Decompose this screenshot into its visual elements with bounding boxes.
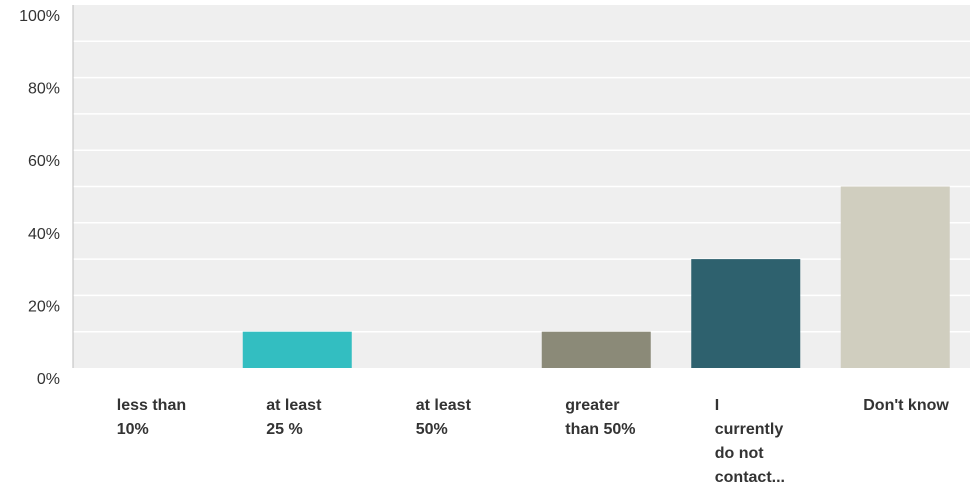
bar xyxy=(541,331,651,368)
y-tick-label: 80% xyxy=(28,81,60,98)
x-category-label: Don't know xyxy=(863,397,949,414)
bar xyxy=(242,331,352,368)
x-axis-labels: less than 10% at least 25 % at least 50% great… xyxy=(117,397,950,486)
grid-lines xyxy=(73,40,970,333)
bar xyxy=(691,259,801,368)
y-tick-label: 20% xyxy=(28,298,60,315)
y-axis-ticks: 0% 20% 40% 60% 80% 100% xyxy=(19,8,60,388)
y-tick-label: 100% xyxy=(19,8,60,25)
y-tick-label: 60% xyxy=(28,153,60,170)
y-tick-label: 40% xyxy=(28,226,60,243)
x-category-label: greater than 50% xyxy=(565,397,635,438)
y-tick-label: 0% xyxy=(37,371,60,388)
x-category-label: less than 10% xyxy=(117,397,186,438)
x-category-label: at least 50% xyxy=(416,397,472,438)
bars xyxy=(242,186,950,368)
bar xyxy=(840,186,950,368)
x-category-label: at least 25 % xyxy=(266,397,322,438)
